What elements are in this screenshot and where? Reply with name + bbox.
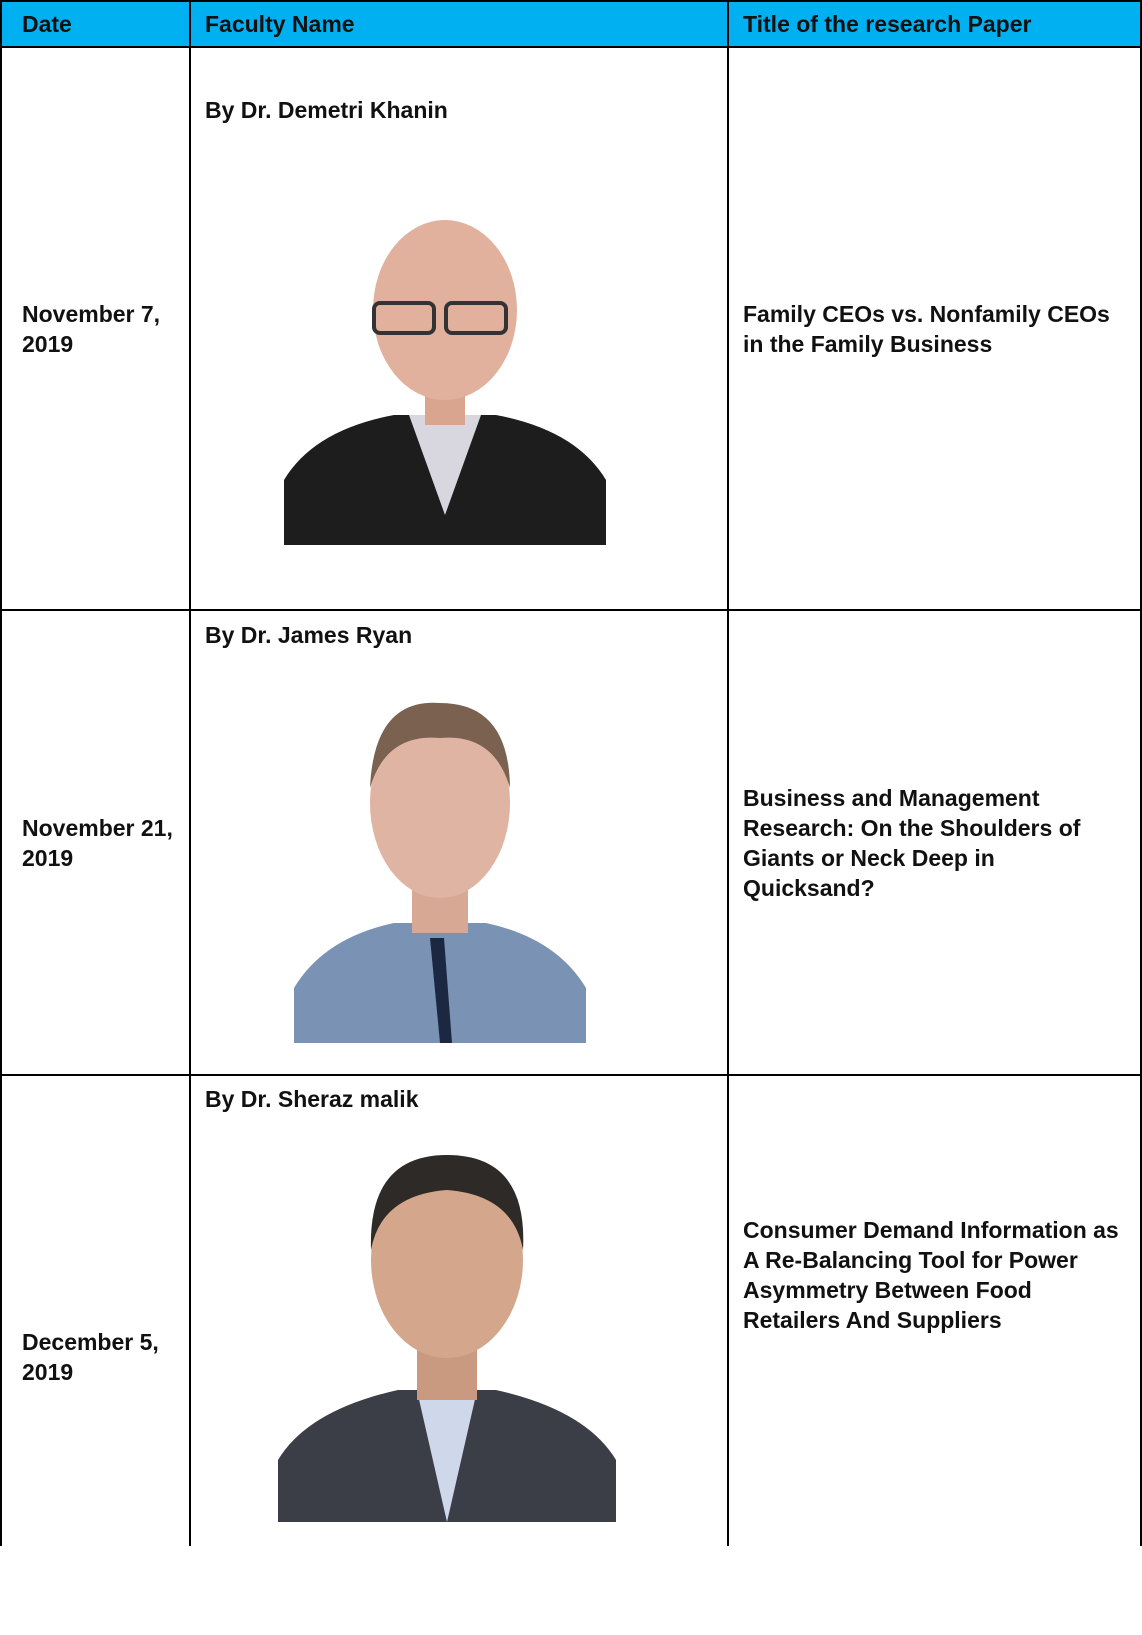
faculty-photo bbox=[278, 1110, 616, 1522]
faculty-name: By Dr. Sheraz malik bbox=[205, 1086, 419, 1112]
paper-title: Business and Management Research: On the… bbox=[743, 784, 1081, 901]
faculty-photo bbox=[284, 215, 606, 545]
header-cell: Title of the research Paper bbox=[728, 0, 1142, 47]
table-border bbox=[0, 1074, 1142, 1076]
table-border bbox=[0, 0, 1142, 2]
faculty-photo bbox=[294, 688, 586, 1043]
header-cell: Date bbox=[0, 0, 190, 47]
date: December 5, 2019 bbox=[22, 1329, 159, 1385]
faculty-name: By Dr. James Ryan bbox=[205, 622, 413, 648]
table-border bbox=[1140, 0, 1142, 1546]
paper-title: Family CEOs vs. Nonfamily CEOs in the Fa… bbox=[743, 300, 1110, 357]
document: Date Faculty Name Title of the research … bbox=[0, 0, 1142, 1546]
table-border bbox=[0, 609, 1142, 611]
table-border bbox=[0, 46, 1142, 48]
date: November 7, 2019 bbox=[22, 300, 161, 357]
date: November 21, 2019 bbox=[22, 814, 173, 871]
paper-title: Consumer Demand Information as A Re-Bala… bbox=[743, 1217, 1119, 1333]
table-border bbox=[727, 0, 729, 1546]
table-border bbox=[0, 0, 2, 1546]
table-border bbox=[189, 0, 191, 1546]
faculty-name: By Dr. Demetri Khanin bbox=[205, 97, 448, 123]
header-cell: Faculty Name bbox=[190, 0, 728, 47]
